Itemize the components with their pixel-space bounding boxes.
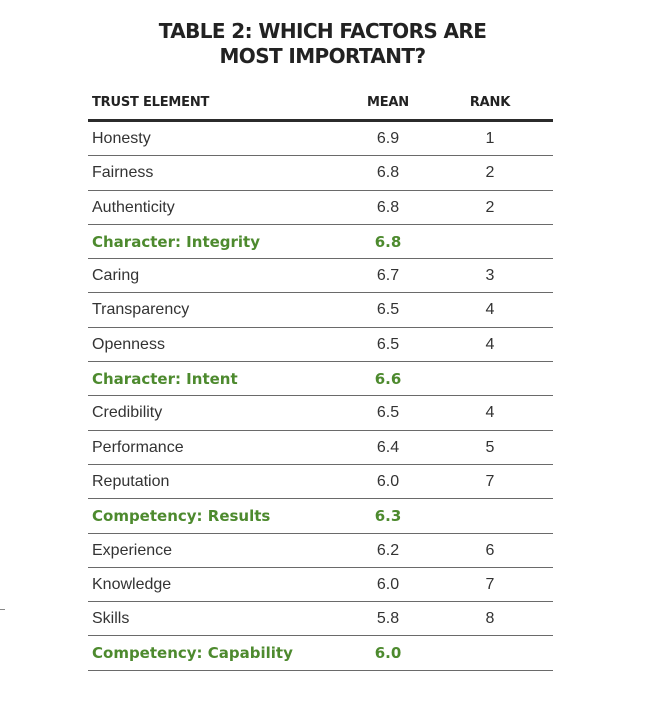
table-row: Honesty 6.9 1 — [88, 122, 553, 156]
table-row: Caring 6.7 3 — [88, 259, 553, 293]
trust-element-cell: Experience — [92, 542, 172, 560]
rank-cell: 7 — [460, 576, 520, 594]
table-title-line-1: TABLE 2: WHICH FACTORS ARE — [0, 19, 645, 44]
rank-cell: 2 — [460, 164, 520, 182]
table-row: Performance 6.4 5 — [88, 431, 553, 465]
table-row: Fairness 6.8 2 — [88, 156, 553, 190]
trust-element-cell: Reputation — [92, 473, 169, 491]
mean-cell: 5.8 — [360, 610, 416, 628]
mean-cell: 6.4 — [360, 439, 416, 457]
table-row: Transparency 6.5 4 — [88, 293, 553, 327]
table-row: Knowledge 6.0 7 — [88, 568, 553, 602]
mean-cell: 6.9 — [360, 130, 416, 148]
mean-cell: 6.0 — [360, 576, 416, 594]
mean-cell: 6.8 — [360, 199, 416, 217]
table-row: Reputation 6.0 7 — [88, 465, 553, 499]
table-body: Honesty 6.9 1 Fairness 6.8 2 Authenticity 6.8 2 C… — [88, 122, 553, 671]
mean-cell: 6.0 — [360, 473, 416, 491]
mean-cell: 6.6 — [360, 370, 416, 388]
mean-cell: 6.8 — [360, 233, 416, 251]
rank-cell: 3 — [460, 267, 520, 285]
trust-element-cell: Openness — [92, 336, 165, 354]
rank-cell: 8 — [460, 610, 520, 628]
table-row: Openness 6.5 4 — [88, 328, 553, 362]
table-row: Skills 5.8 8 — [88, 602, 553, 636]
mean-cell: 6.7 — [360, 267, 416, 285]
group-summary-row: Character: Integrity 6.8 — [88, 225, 553, 259]
table-row: Experience 6.2 6 — [88, 534, 553, 568]
table-row: Credibility 6.5 4 — [88, 396, 553, 430]
table-row: Authenticity 6.8 2 — [88, 191, 553, 225]
table-title: TABLE 2: WHICH FACTORS ARE MOST IMPORTAN… — [0, 19, 645, 69]
group-summary-row: Character: Intent 6.6 — [88, 362, 553, 396]
trust-element-cell: Character: Integrity — [92, 233, 260, 251]
trust-element-cell: Honesty — [92, 130, 151, 148]
rank-cell: 1 — [460, 130, 520, 148]
trust-element-cell: Competency: Results — [92, 507, 270, 525]
rank-cell: 6 — [460, 542, 520, 560]
mean-cell: 6.3 — [360, 507, 416, 525]
table-title-line-2: MOST IMPORTANT? — [0, 44, 645, 69]
trust-element-cell: Transparency — [92, 301, 189, 319]
rank-cell: 5 — [460, 439, 520, 457]
rank-cell: 4 — [460, 301, 520, 319]
column-header-rank: RANK — [460, 95, 520, 110]
mean-cell: 6.8 — [360, 164, 416, 182]
rank-cell: 7 — [460, 473, 520, 491]
trust-element-cell: Knowledge — [92, 576, 171, 594]
trust-element-cell: Caring — [92, 267, 139, 285]
margin-tick — [0, 609, 5, 610]
mean-cell: 6.0 — [360, 644, 416, 662]
rank-cell: 2 — [460, 199, 520, 217]
trust-element-cell: Authenticity — [92, 199, 175, 217]
trust-element-cell: Fairness — [92, 164, 153, 182]
mean-cell: 6.2 — [360, 542, 416, 560]
trust-element-cell: Skills — [92, 610, 129, 628]
trust-element-cell: Credibility — [92, 404, 162, 422]
rank-cell: 4 — [460, 336, 520, 354]
group-summary-row: Competency: Capability 6.0 — [88, 636, 553, 670]
mean-cell: 6.5 — [360, 404, 416, 422]
mean-cell: 6.5 — [360, 301, 416, 319]
trust-element-cell: Performance — [92, 439, 184, 457]
rank-cell: 4 — [460, 404, 520, 422]
mean-cell: 6.5 — [360, 336, 416, 354]
group-summary-row: Competency: Results 6.3 — [88, 499, 553, 533]
trust-element-cell: Character: Intent — [92, 370, 238, 388]
table-header: TRUST ELEMENT MEAN RANK — [92, 95, 553, 115]
column-header-mean: MEAN — [360, 95, 416, 110]
trust-element-cell: Competency: Capability — [92, 644, 293, 662]
column-header-trust-element: TRUST ELEMENT — [92, 95, 209, 110]
